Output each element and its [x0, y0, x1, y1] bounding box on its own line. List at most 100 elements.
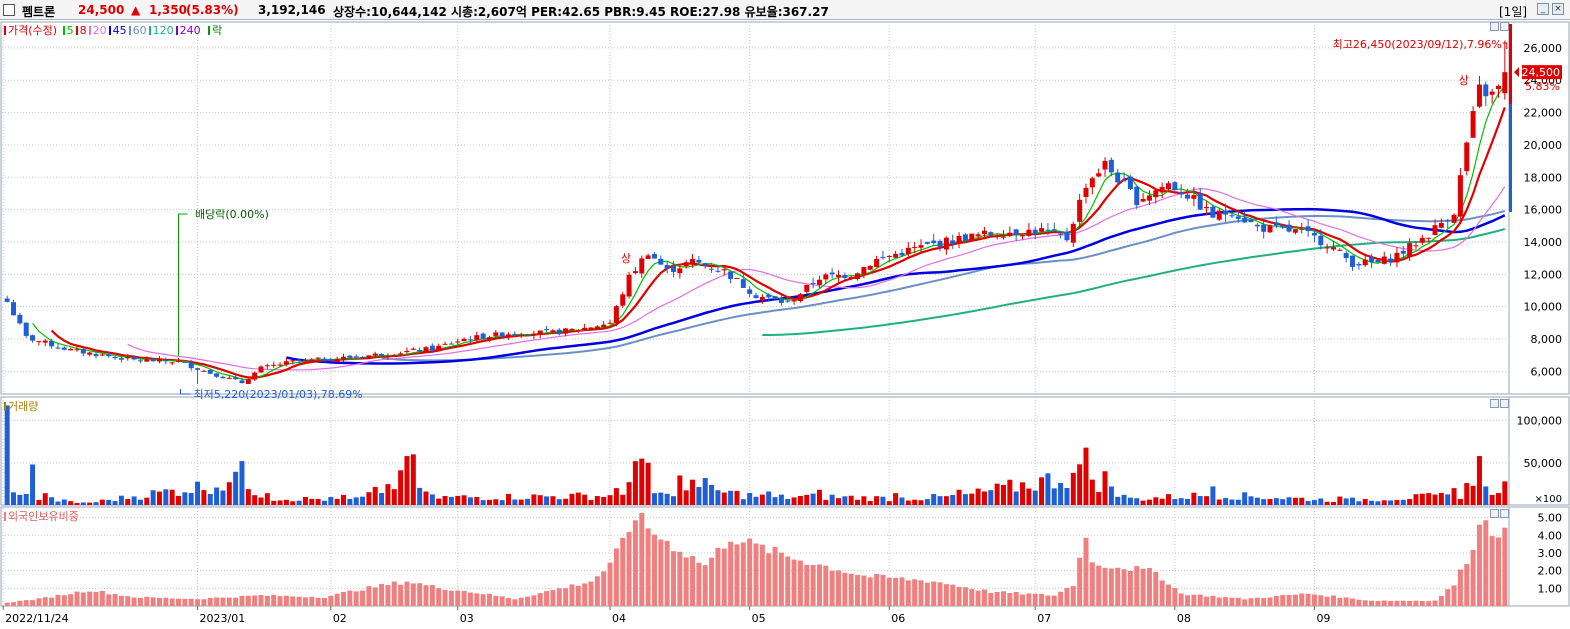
foreign-bar: [283, 595, 289, 606]
candle-body: [1318, 235, 1324, 246]
candle-body: [1178, 192, 1184, 195]
volume-bar: [23, 493, 29, 505]
foreign-bar: [994, 591, 1000, 606]
volume-bar: [36, 499, 42, 505]
volume-bar: [99, 499, 105, 505]
chart-canvas: 6,000 8,000 10,000 12,000 14,000 16,000 18,000…: [0, 21, 1570, 625]
candle-body: [436, 345, 442, 352]
foreign-panel-max-button[interactable]: [1500, 509, 1509, 518]
volume-bar: [480, 500, 486, 505]
foreign-axis-label: 2.00: [1538, 565, 1563, 578]
foreign-bar: [1172, 587, 1178, 606]
volume-bar: [176, 495, 182, 505]
candle-body: [1394, 252, 1400, 263]
candle-body: [156, 358, 162, 362]
foreign-bar: [1318, 595, 1324, 606]
candle-body: [353, 356, 359, 358]
volume-bar: [169, 489, 175, 505]
candle-body: [207, 369, 213, 374]
volume-panel-max-button[interactable]: [1500, 399, 1509, 408]
foreign-bar: [271, 594, 277, 606]
price-panel-max-button[interactable]: [1500, 22, 1509, 31]
volume-bar: [448, 496, 454, 505]
foreign-bar: [360, 590, 366, 606]
stock-name[interactable]: 펨트론: [22, 5, 56, 19]
foreign-bar: [410, 583, 416, 606]
volume-bar: [1305, 501, 1311, 505]
volume-bar: [1438, 492, 1444, 505]
foreign-panel-min-button[interactable]: [1490, 509, 1499, 518]
candle-body: [1070, 223, 1076, 243]
volume-bar: [334, 498, 340, 505]
foreign-bar: [747, 538, 753, 606]
candle-body: [1007, 232, 1013, 236]
foreign-bar: [290, 596, 296, 606]
volume-bar: [690, 479, 696, 505]
candle-body: [1381, 256, 1387, 264]
foreign-bar: [1051, 595, 1057, 606]
candle-body: [36, 341, 42, 343]
candle-body: [372, 353, 378, 356]
volume-bar: [328, 497, 334, 505]
candle-body: [385, 355, 391, 358]
current-price: 24,500: [78, 3, 125, 17]
volume-bar: [975, 488, 981, 505]
foreign-bar: [956, 586, 962, 606]
volume-bar: [61, 499, 67, 505]
foreign-bar: [518, 597, 524, 606]
volume-bar: [87, 502, 93, 505]
foreign-bar: [309, 596, 315, 606]
ma8-line: [50, 107, 1506, 379]
price-axis-label: 12,000: [1524, 268, 1563, 281]
candle-body: [823, 274, 829, 280]
foreign-bar: [1324, 596, 1330, 606]
foreign-bar: [1407, 600, 1413, 606]
ma-legend-label-60: 60: [132, 24, 147, 37]
foreign-bar: [379, 583, 385, 606]
foreign-bar: [893, 577, 899, 606]
stock-info: 상장수:10,644,142 시총:2,607억 PER:42.65 PBR:9…: [333, 5, 829, 19]
foreign-bar: [886, 577, 892, 606]
select-checkbox[interactable]: [3, 4, 15, 16]
foreign-axis-label: 3.00: [1538, 547, 1563, 560]
ma-legend-swatch: [75, 26, 78, 35]
foreign-bar: [759, 544, 765, 606]
close-button[interactable]: ×: [1552, 3, 1564, 15]
volume-bar: [1026, 488, 1032, 505]
candle-body: [1191, 195, 1197, 199]
candle-body: [252, 372, 258, 380]
foreign-bar: [137, 597, 143, 606]
candle-body: [582, 327, 588, 331]
candle-body: [1343, 252, 1349, 259]
candle-body: [759, 296, 765, 301]
x-axis-label: 2022/11/24: [5, 612, 68, 625]
candle-body: [188, 362, 194, 369]
price-panel-min-button[interactable]: [1490, 22, 1499, 31]
volume-bar: [1464, 483, 1470, 505]
foreign-bar: [499, 596, 505, 606]
volume-bar: [886, 501, 892, 505]
foreign-bar: [601, 571, 607, 606]
volume-bar: [1292, 497, 1298, 505]
x-axis-label: 2023/01: [200, 612, 246, 625]
period-label[interactable]: [1일]: [1499, 5, 1528, 19]
volume-panel-min-button[interactable]: [1490, 399, 1499, 408]
volume-bar: [80, 502, 86, 505]
foreign-bar: [1039, 593, 1045, 606]
foreign-bar: [613, 548, 619, 606]
candle-body: [943, 237, 949, 250]
foreign-bar: [461, 590, 467, 606]
foreign-bar: [176, 598, 182, 606]
candle-body: [607, 322, 613, 324]
candle-body: [772, 296, 778, 300]
candle-body: [99, 354, 105, 356]
candle-body: [163, 360, 169, 362]
volume-bar: [277, 500, 283, 505]
volume-bar: [239, 461, 245, 505]
foreign-bar: [169, 598, 175, 606]
minimize-button[interactable]: _: [1537, 3, 1549, 15]
volume-bar: [42, 493, 48, 505]
foreign-bar: [1464, 564, 1470, 606]
foreign-legend: 외국인보유비중: [4, 508, 81, 524]
volume-bar: [341, 494, 347, 505]
